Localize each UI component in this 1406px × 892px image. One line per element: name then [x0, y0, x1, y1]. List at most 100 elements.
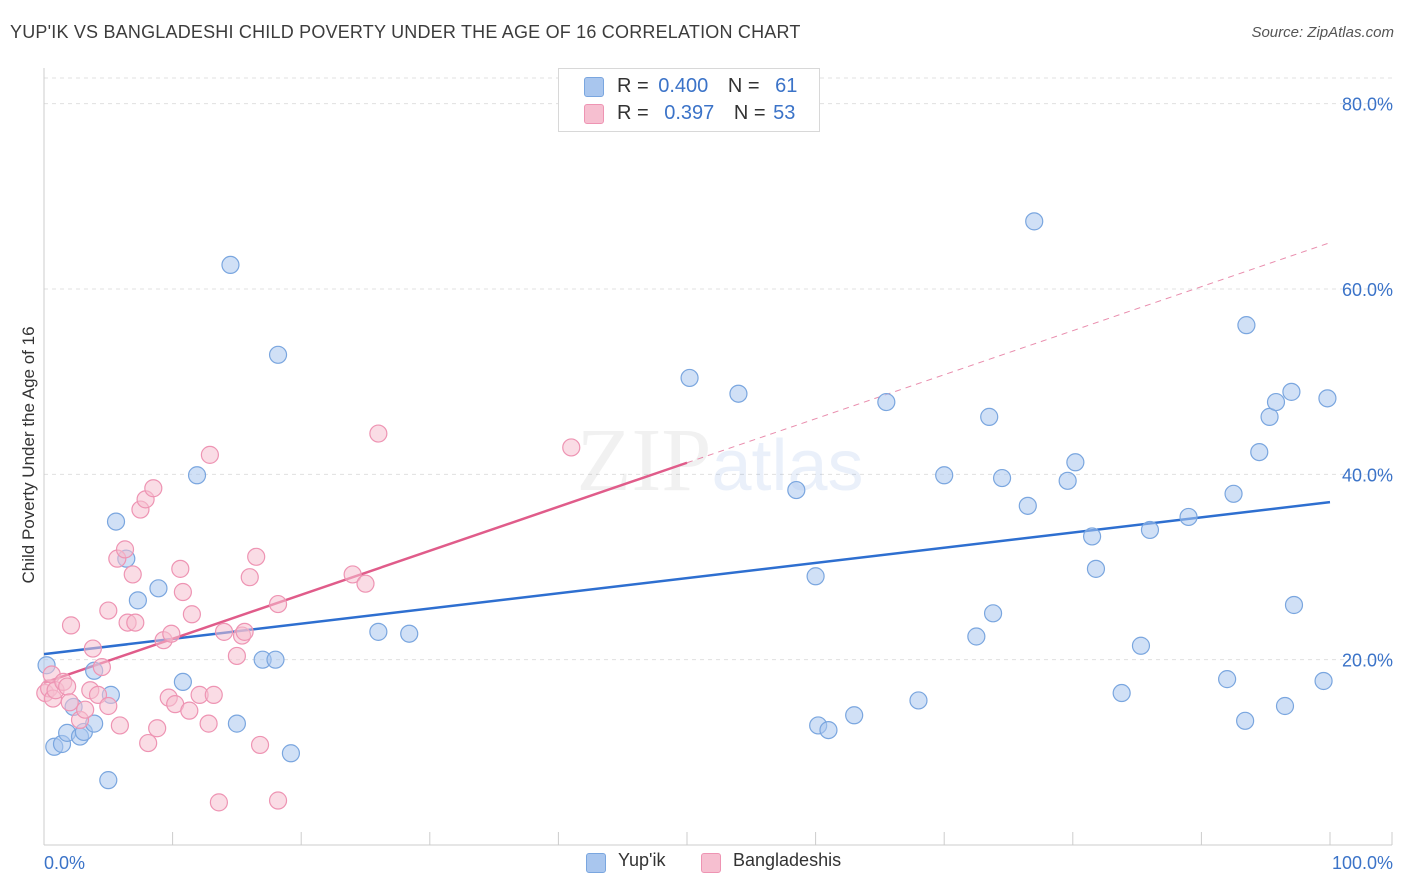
legend-n-label: N =: [733, 102, 766, 124]
bangladeshis-point: [58, 677, 77, 696]
legend-swatch-yupik: [584, 77, 604, 97]
bangladeshis-point: [60, 693, 79, 712]
yupik-point: [1179, 507, 1198, 527]
yupik-point: [173, 672, 192, 692]
yupik-point: [935, 466, 954, 485]
yupik-point: [680, 368, 699, 388]
bangladeshis-point: [227, 646, 246, 666]
yupik-point: [1131, 636, 1151, 655]
series-swatch-bangladeshis: [701, 853, 721, 873]
bangladeshis-point: [250, 735, 270, 755]
x-tick-label-0: 0.0%: [44, 853, 85, 873]
series-swatch-yupik: [586, 853, 606, 873]
bangladeshis-point: [162, 624, 181, 643]
bangladeshis-point: [204, 685, 223, 704]
yupik-point: [967, 627, 986, 646]
bangladeshis-point: [123, 565, 142, 584]
bangladeshis-point: [356, 574, 375, 593]
y-tick-labels: 20.0% 40.0% 60.0% 80.0%: [1342, 95, 1393, 671]
legend-swatch-bangladeshis: [584, 104, 604, 124]
yupik-point: [227, 714, 246, 733]
bangladeshis-point: [343, 565, 362, 584]
series-name-yupik: Yup'ik: [618, 850, 666, 870]
bangladeshis-point: [61, 616, 81, 635]
legend-r-label: R =: [617, 75, 649, 97]
yupik-point: [1284, 595, 1304, 615]
bangladeshis-point: [562, 438, 581, 457]
legend-r-value: 0.400: [658, 75, 709, 97]
yupik-point: [128, 591, 147, 610]
yupik-point: [266, 650, 285, 669]
yupik-point: [983, 604, 1003, 623]
stats-legend: R = 0.400 N = 61 R = 0.397 N = 53: [558, 68, 820, 132]
yupik-point: [1282, 382, 1301, 401]
bangladeshis-point: [139, 733, 158, 753]
legend-n-label: N =: [727, 75, 760, 97]
bangladeshis-point: [99, 601, 118, 620]
y-axis-label: Child Poverty Under the Age of 16: [19, 326, 38, 583]
series-legend-bangladeshis: Bangladeshis: [701, 850, 841, 873]
yupik-point: [729, 384, 748, 403]
yupik-point: [281, 744, 301, 763]
yupik-point: [1025, 212, 1044, 231]
series-legend-yupik: Yup'ik: [586, 850, 666, 873]
yupik-point: [1086, 559, 1106, 578]
yupik-point: [1314, 671, 1333, 691]
bangladeshis-point: [268, 594, 288, 614]
yupik-point: [787, 480, 806, 500]
yupik-point: [106, 512, 126, 531]
bangladeshis-point: [126, 613, 145, 632]
yupik-point: [1275, 696, 1295, 716]
bangladeshis-trend-line: [43, 461, 688, 685]
yupik-point: [99, 771, 118, 790]
bangladeshis-point: [144, 479, 163, 498]
chart-source: Source: ZipAtlas.com: [1251, 24, 1394, 41]
y-tick-label: 20.0%: [1342, 651, 1393, 671]
yupik-point: [1236, 711, 1255, 730]
axes: [43, 68, 1393, 846]
yupik-point: [149, 579, 168, 598]
bangladeshis-point: [199, 714, 218, 733]
yupik-point: [1218, 670, 1237, 689]
bangladeshis-point: [268, 791, 288, 810]
bangladeshis-point: [99, 696, 118, 716]
yupik-point: [845, 706, 864, 725]
bangladeshis-point: [115, 540, 135, 559]
bangladeshis-point: [76, 700, 95, 719]
bangladeshis-point: [110, 716, 129, 735]
yupik-point: [268, 345, 288, 364]
yupik-point: [221, 255, 240, 275]
yupik-trend-line: [43, 500, 1331, 656]
data-points: [36, 212, 1337, 812]
bangladeshis-point: [247, 547, 266, 566]
trend-lines: [43, 242, 1331, 685]
yupik-point: [819, 720, 838, 740]
bangladeshis-trend-line-extension: [686, 242, 1331, 464]
bangladeshis-point: [83, 639, 102, 658]
legend-r-value: 0.397: [664, 102, 715, 124]
legend-n-value: 61: [775, 75, 798, 97]
y-tick-label: 40.0%: [1342, 465, 1393, 485]
yupik-point: [1250, 442, 1269, 462]
yupik-point: [1266, 392, 1286, 412]
yupik-point: [1082, 527, 1102, 546]
yupik-point: [992, 468, 1012, 488]
bangladeshis-point: [200, 445, 219, 464]
yupik-point: [369, 622, 388, 641]
yupik-point: [1318, 389, 1337, 408]
bangladeshis-point: [171, 559, 190, 578]
yupik-point: [1140, 520, 1160, 540]
yupik-point: [1018, 496, 1037, 515]
bangladeshis-point: [240, 568, 259, 587]
y-tick-label: 60.0%: [1342, 280, 1393, 300]
bangladeshis-point: [173, 582, 192, 602]
yupik-point: [1112, 683, 1131, 703]
bangladeshis-point: [92, 657, 111, 677]
bangladeshis-point: [214, 622, 234, 641]
yupik-point: [1237, 316, 1256, 335]
legend-r-label: R =: [617, 102, 649, 124]
yupik-point: [877, 392, 896, 412]
yupik-point: [806, 567, 825, 586]
watermark: ZIPatlas: [576, 411, 863, 510]
